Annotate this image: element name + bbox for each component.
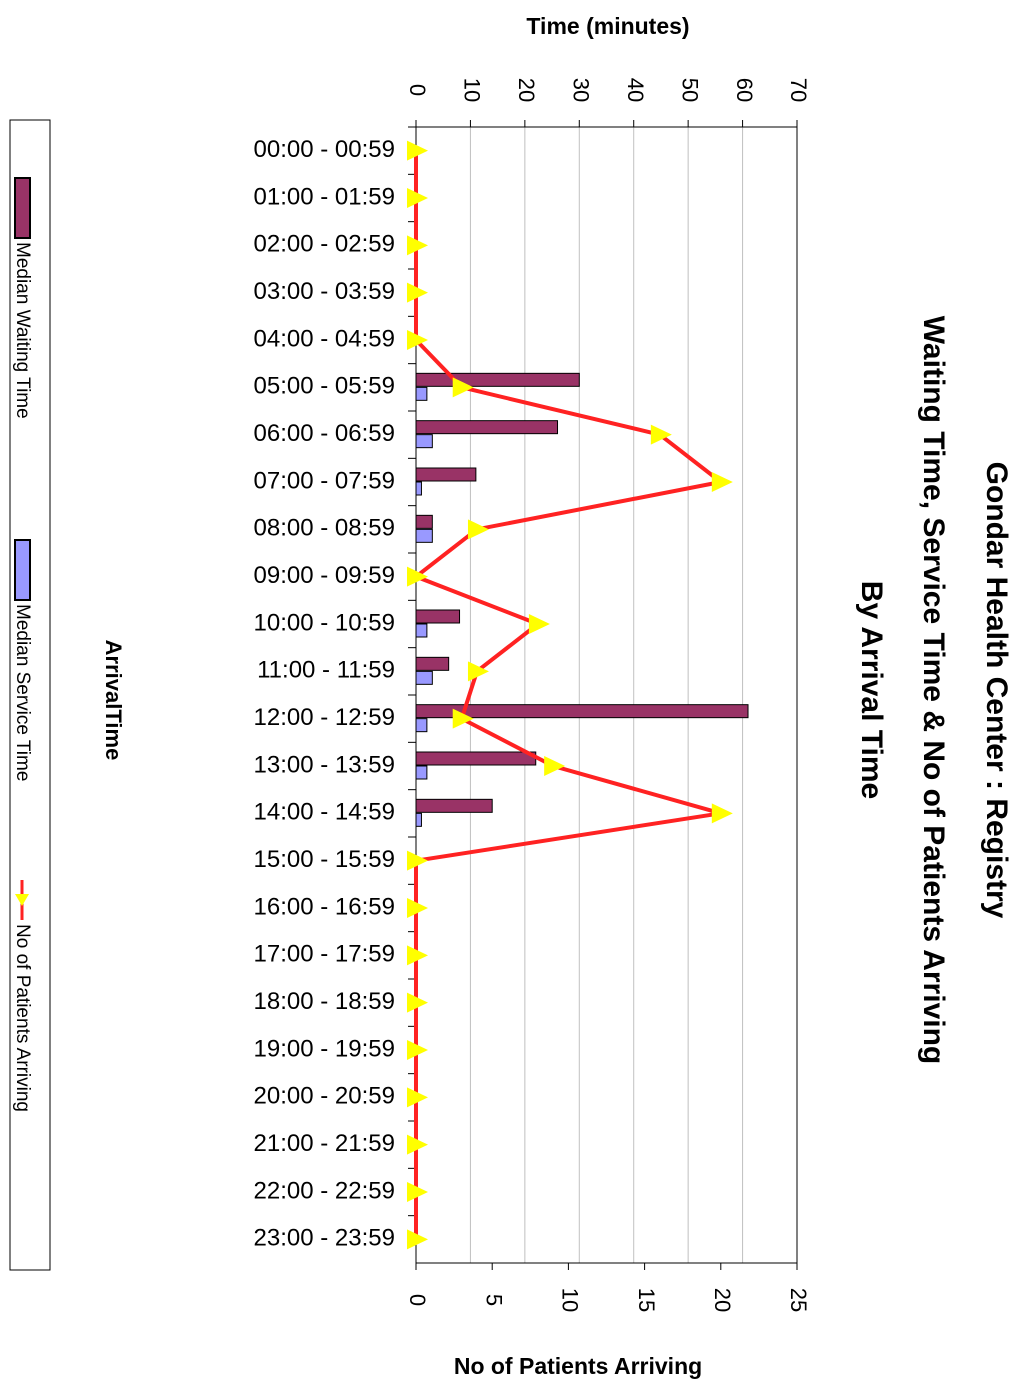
y-tick-label: 30 xyxy=(568,78,593,102)
x-tick-label: 11:00 - 11:59 xyxy=(257,657,395,684)
x-tick-label: 00:00 - 00:59 xyxy=(254,136,395,163)
axis-title: ArrivalTime xyxy=(101,640,126,761)
x-tick-label: 14:00 - 14:59 xyxy=(254,799,395,826)
x-tick-label: 07:00 - 07:59 xyxy=(254,467,395,494)
line xyxy=(411,150,726,1240)
marker xyxy=(407,1087,428,1108)
marker xyxy=(407,992,428,1013)
x-tick-label: 12:00 - 12:59 xyxy=(254,704,395,731)
x-tick-label: 15:00 - 15:59 xyxy=(254,846,395,873)
marker xyxy=(407,1134,428,1155)
bar xyxy=(415,704,749,719)
x-tick-label: 06:00 - 06:59 xyxy=(254,420,395,447)
marker xyxy=(407,282,428,303)
bar xyxy=(415,812,422,827)
chart-title: By Arrival Time xyxy=(855,581,888,799)
marker xyxy=(452,377,474,398)
bar xyxy=(415,514,433,529)
y-tick-label: 60 xyxy=(732,78,757,102)
marker xyxy=(544,756,566,776)
bar xyxy=(415,656,450,671)
bar xyxy=(415,528,433,543)
marker xyxy=(711,803,733,824)
marker xyxy=(407,330,428,350)
marker xyxy=(528,614,550,634)
x-tick-label: 13:00 - 13:59 xyxy=(254,751,395,778)
x-tick-label: 10:00 - 10:59 xyxy=(254,609,395,636)
x-tick-label: 04:00 - 04:59 xyxy=(254,325,395,352)
x-tick-label: 17:00 - 17:59 xyxy=(254,941,395,968)
axis-title: No of Patients Arriving xyxy=(454,1353,702,1379)
y2-tick-label: 0 xyxy=(405,1294,430,1306)
bar xyxy=(415,420,559,435)
bar xyxy=(415,718,428,733)
marker xyxy=(711,472,733,492)
legend-swatch xyxy=(14,539,31,601)
bar xyxy=(415,670,433,685)
x-tick-label: 01:00 - 01:59 xyxy=(254,183,395,210)
y2-tick-label: 25 xyxy=(786,1288,811,1312)
marker xyxy=(452,708,474,729)
marker xyxy=(407,945,428,966)
x-tick-label: 09:00 - 09:59 xyxy=(254,562,395,589)
legend-label: Median Waiting Time xyxy=(12,242,33,419)
y2-tick-label: 20 xyxy=(710,1288,735,1312)
bar xyxy=(415,765,428,780)
y2-tick-label: 5 xyxy=(481,1294,506,1306)
bar xyxy=(415,751,537,766)
bar xyxy=(415,623,428,638)
x-tick-label: 02:00 - 02:59 xyxy=(254,231,395,258)
x-tick-label: 23:00 - 23:59 xyxy=(254,1225,395,1252)
y2-tick-label: 15 xyxy=(634,1288,659,1312)
marker xyxy=(407,235,428,256)
y-tick-label: 10 xyxy=(460,78,485,102)
marker xyxy=(650,424,672,445)
x-tick-label: 19:00 - 19:59 xyxy=(254,1035,395,1062)
marker xyxy=(407,188,428,208)
bar xyxy=(415,467,477,482)
legend-label: Median Service Time xyxy=(12,604,33,781)
x-tick-label: 22:00 - 22:59 xyxy=(254,1177,395,1204)
x-tick-label: 16:00 - 16:59 xyxy=(254,893,395,920)
marker xyxy=(407,1182,428,1202)
y-tick-label: 40 xyxy=(623,78,648,102)
x-tick-label: 21:00 - 21:59 xyxy=(254,1130,395,1157)
chart-title: Waiting Time, Service Time & No of Patie… xyxy=(917,316,950,1065)
x-tick-label: 18:00 - 18:59 xyxy=(254,988,395,1015)
y-tick-label: 50 xyxy=(677,78,702,102)
marker xyxy=(407,566,428,587)
x-tick-label: 08:00 - 08:59 xyxy=(254,515,395,542)
y-tick-label: 20 xyxy=(514,78,539,102)
marker xyxy=(407,1229,428,1250)
y-tick-label: 0 xyxy=(405,84,430,96)
legend-swatch xyxy=(15,894,29,906)
x-tick-label: 20:00 - 20:59 xyxy=(254,1083,395,1110)
x-tick-label: 05:00 - 05:59 xyxy=(254,373,395,400)
x-tick-label: 03:00 - 03:59 xyxy=(254,278,395,305)
bar xyxy=(415,372,580,387)
bar xyxy=(415,386,428,401)
chart-title: Gondar Health Center : Registry xyxy=(980,462,1013,919)
bar xyxy=(415,481,422,496)
y-tick-label: 70 xyxy=(786,78,811,102)
legend-box xyxy=(9,119,51,1271)
marker xyxy=(467,661,489,682)
bar xyxy=(415,434,433,449)
axis-title: Time (minutes) xyxy=(526,13,689,39)
legend-label: No of Patients Arriving xyxy=(12,924,33,1112)
y2-tick-label: 10 xyxy=(558,1288,583,1312)
legend-swatch xyxy=(14,177,31,239)
marker xyxy=(407,850,428,871)
bar xyxy=(415,798,493,813)
bar xyxy=(415,609,461,624)
marker xyxy=(407,1040,428,1060)
marker xyxy=(407,898,428,918)
marker xyxy=(407,140,428,161)
marker xyxy=(467,519,489,540)
